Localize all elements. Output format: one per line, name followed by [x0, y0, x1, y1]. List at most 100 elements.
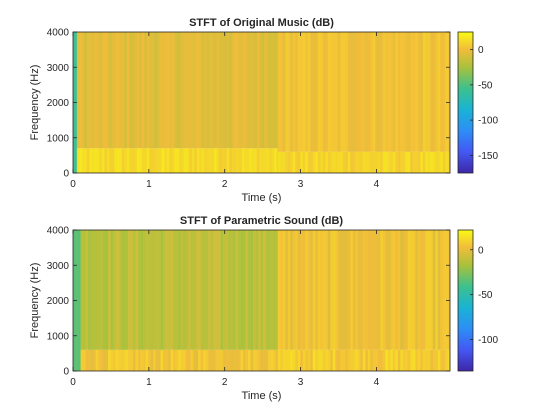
heatmap-cell: [210, 349, 214, 371]
heatmap-cell: [89, 148, 93, 173]
heatmap-cell: [432, 151, 436, 173]
heatmap-cell: [110, 349, 114, 371]
heatmap-cell: [282, 151, 286, 173]
heatmap-cell: [407, 349, 411, 371]
heatmap-cell: [258, 230, 261, 350]
heatmap-cell: [297, 230, 301, 350]
heatmap-cell: [248, 230, 251, 350]
heatmap-cell: [225, 349, 229, 371]
heatmap-cell: [447, 151, 451, 173]
heatmap-cell: [415, 151, 419, 173]
heatmap-cell: [178, 349, 181, 371]
heatmap-cell: [285, 151, 289, 173]
heatmap-cell: [437, 349, 441, 371]
heatmap-cell: [367, 32, 371, 152]
heatmap-cell: [367, 349, 371, 371]
heatmap-cell: [261, 148, 265, 173]
heatmap-cell: [118, 230, 121, 350]
heatmap-cell: [256, 32, 260, 149]
heatmap-cell: [387, 32, 391, 152]
heatmap-cell: [387, 230, 391, 350]
heatmap-cell: [93, 349, 96, 371]
x-axis-label: Time (s): [242, 390, 282, 402]
heatmap-cell: [432, 230, 436, 350]
heatmap-cell: [350, 151, 354, 173]
heatmap-cell: [382, 32, 386, 152]
heatmap-cell: [180, 349, 184, 371]
y-tick-label: 0: [63, 169, 69, 180]
heatmap-cell: [148, 230, 151, 350]
heatmap-cell: [181, 148, 185, 173]
x-tick-label: 0: [70, 179, 76, 190]
heatmap-cell: [292, 32, 296, 152]
heatmap-cell: [290, 151, 294, 173]
heatmap-cell: [189, 148, 193, 173]
heatmap-cell: [78, 230, 81, 371]
heatmap-cell: [285, 32, 289, 152]
heatmap-cell: [350, 230, 354, 350]
heatmap-cell: [89, 32, 93, 149]
heatmap-cell: [234, 148, 238, 173]
heatmap-cell: [190, 349, 194, 371]
heatmap-cell: [163, 230, 166, 350]
heatmap-cell: [171, 148, 175, 173]
heatmap-cell: [174, 148, 178, 173]
heatmap-cell: [111, 32, 115, 149]
heatmap-cell: [121, 148, 125, 173]
heatmap-cell: [141, 148, 145, 173]
heatmap-cell: [430, 230, 434, 350]
heatmap-cell: [183, 230, 186, 350]
heatmap-cell: [395, 349, 399, 371]
heatmap-cell: [380, 230, 384, 350]
heatmap-cell: [275, 230, 279, 350]
heatmap-cell: [357, 230, 361, 350]
heatmap-cell: [355, 32, 359, 152]
heatmap-cell: [114, 32, 118, 149]
heatmap-cell: [282, 230, 286, 350]
heatmap-region: [80, 349, 279, 371]
heatmap-cell: [95, 349, 99, 371]
heatmap-cell: [410, 151, 414, 173]
x-tick-label: 4: [374, 179, 380, 190]
y-tick-label: 2000: [47, 296, 70, 307]
heatmap-cell: [211, 32, 215, 149]
heatmap-cell: [91, 148, 95, 173]
heatmap-cell: [422, 151, 426, 173]
heatmap-cell: [302, 230, 306, 350]
heatmap-cell: [355, 349, 359, 371]
x-tick-label: 1: [146, 179, 152, 190]
heatmap-cell: [265, 349, 269, 371]
heatmap-cell: [422, 230, 426, 350]
heatmap-cell: [96, 32, 100, 149]
heatmap-cell: [154, 148, 158, 173]
heatmap-cell: [111, 148, 115, 173]
heatmap-cell: [153, 230, 156, 350]
heatmap-cell: [204, 148, 208, 173]
heatmap-cell: [382, 230, 386, 350]
heatmap-cell: [244, 148, 248, 173]
heatmap-cell: [445, 349, 449, 371]
heatmap-cell: [310, 151, 314, 173]
heatmap-cell: [382, 151, 386, 173]
heatmap-cell: [440, 151, 444, 173]
heatmap-cell: [432, 32, 436, 152]
heatmap-cell: [108, 230, 111, 350]
heatmap-cell: [168, 230, 171, 350]
heatmap-cell: [330, 151, 334, 173]
heatmap-cell: [425, 32, 429, 152]
heatmap-cell: [407, 230, 411, 350]
heatmap-cell: [430, 32, 434, 152]
heatmap-cell: [337, 32, 341, 152]
heatmap-cell: [160, 230, 164, 350]
heatmap-region: [277, 230, 451, 350]
heatmap-cell: [447, 32, 451, 152]
heatmap-cell: [115, 349, 119, 371]
heatmap-cell: [360, 230, 364, 350]
heatmap-cell: [327, 151, 331, 173]
heatmap-cell: [134, 148, 138, 173]
heatmap-cell: [158, 230, 161, 350]
heatmap-cell: [287, 32, 291, 152]
heatmap-cell: [174, 32, 178, 149]
heatmap-cell: [377, 230, 381, 350]
heatmap-cell: [84, 32, 88, 149]
